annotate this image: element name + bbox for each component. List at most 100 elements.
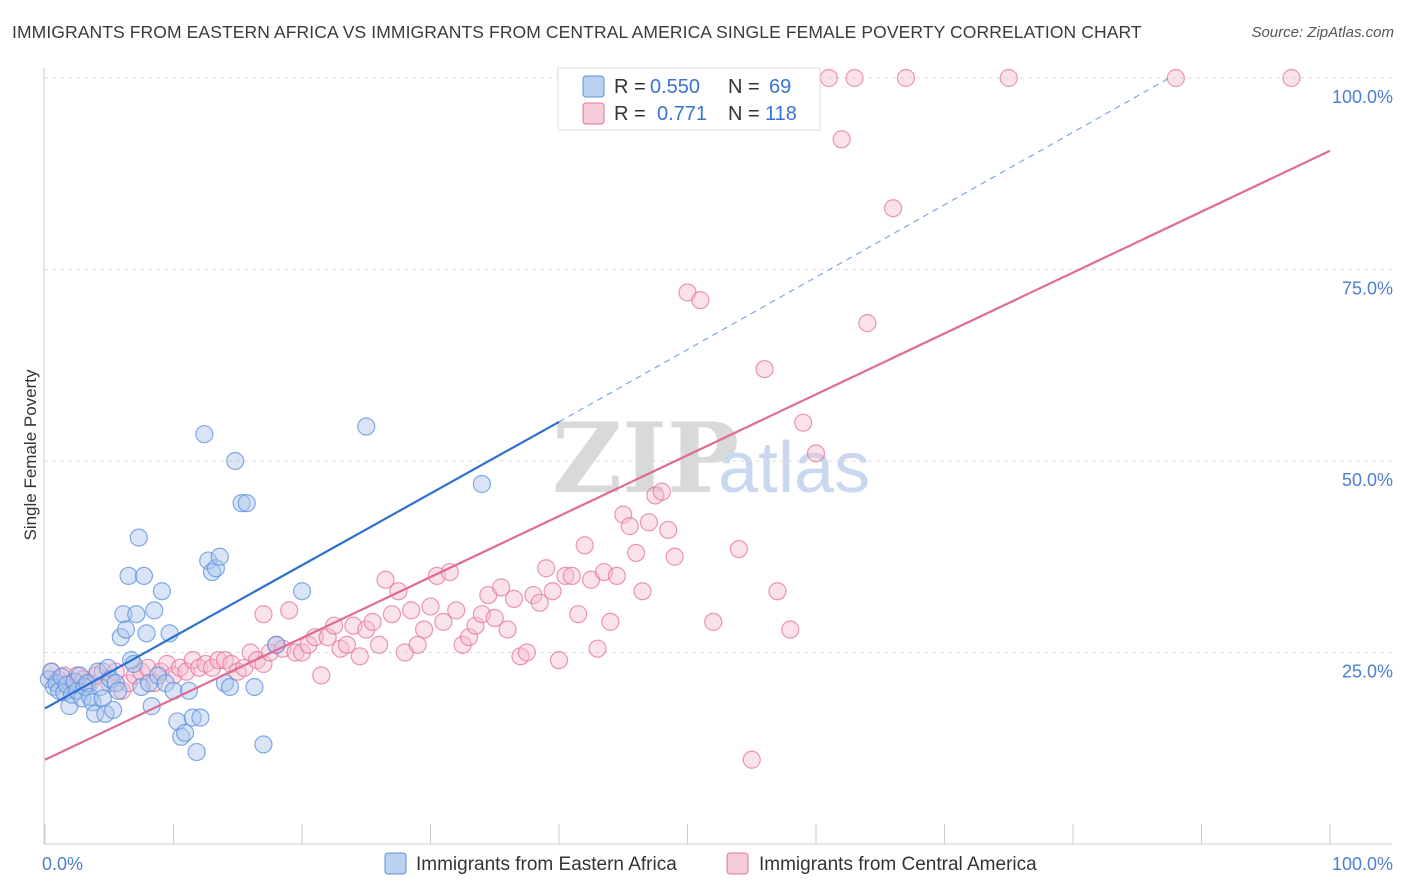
point-central-america [414, 620, 434, 639]
point-eastern-africa [145, 601, 164, 620]
point-central-america [459, 628, 479, 647]
point-central-america [492, 578, 511, 597]
grid [44, 77, 1392, 653]
point-central-america [626, 543, 646, 563]
point-central-america [254, 605, 273, 624]
point-eastern-africa [116, 620, 136, 639]
point-central-america [408, 635, 427, 654]
point-eastern-africa [109, 681, 128, 700]
point-eastern-africa [137, 624, 156, 643]
bottom-legend-label-central-america: Immigrants from Central America [759, 854, 1037, 875]
bottom-legend-label-eastern-africa: Immigrants from Eastern Africa [416, 854, 677, 875]
point-central-america [1166, 68, 1185, 88]
point-eastern-africa [175, 723, 195, 743]
axes [43, 68, 1392, 845]
point-central-america [845, 68, 864, 88]
point-central-america [639, 513, 659, 532]
point-eastern-africa [70, 666, 89, 685]
trend-line-eastern-africa [44, 420, 560, 710]
legend-r-label: R = [614, 103, 646, 125]
x-tick-label: 0.0% [42, 854, 83, 874]
point-central-america [447, 601, 466, 620]
point-central-america [382, 605, 402, 624]
point-central-america [607, 566, 626, 586]
bottom-legend-swatch-blue [384, 852, 407, 875]
point-eastern-africa [254, 735, 273, 754]
y-tick-label: 50.0% [1342, 470, 1393, 490]
point-eastern-africa [127, 605, 146, 624]
point-eastern-africa [199, 551, 218, 570]
point-central-america [337, 635, 357, 654]
legend-swatch-blue [582, 75, 605, 98]
point-central-america [691, 291, 710, 310]
point-eastern-africa [134, 566, 154, 586]
point-eastern-africa [93, 689, 112, 708]
y-tick-label: 100.0% [1332, 87, 1393, 107]
point-central-america [498, 620, 517, 639]
point-central-america [781, 620, 800, 639]
legend-n-value: 69 [769, 76, 791, 98]
point-eastern-africa [472, 474, 491, 494]
legend-n-value: 118 [765, 103, 797, 125]
watermark-zip: ZIP [552, 402, 739, 515]
point-eastern-africa [156, 674, 175, 693]
point-eastern-africa [119, 566, 138, 586]
point-central-america [755, 359, 774, 379]
point-eastern-africa [220, 677, 240, 697]
point-central-america [537, 559, 556, 578]
point-eastern-africa [357, 417, 376, 436]
point-central-america [620, 517, 639, 536]
x-tick-label: 100.0% [1332, 854, 1393, 874]
legend-n-label: N = [728, 103, 760, 125]
point-central-america [370, 635, 389, 654]
legend-n-label: N = [728, 76, 760, 98]
point-central-america [1282, 68, 1301, 88]
point-eastern-africa [226, 451, 245, 471]
point-eastern-africa [104, 700, 123, 720]
point-central-america [318, 628, 337, 647]
point-central-america [858, 314, 877, 333]
point-eastern-africa [245, 677, 264, 697]
point-central-america [402, 601, 421, 620]
watermark: ZIP atlas [552, 402, 870, 515]
point-central-america [562, 566, 581, 586]
point-eastern-africa [129, 528, 148, 547]
point-eastern-africa [183, 708, 202, 727]
point-eastern-africa [195, 425, 214, 444]
point-central-america [652, 482, 671, 501]
point-central-america [999, 68, 1018, 88]
y-tick-label: 75.0% [1342, 279, 1393, 299]
point-central-america [485, 608, 504, 628]
trend-lines [44, 77, 1331, 761]
data-points [39, 68, 1301, 769]
point-central-america [768, 582, 787, 601]
point-central-america [504, 589, 524, 608]
bottom-legend-swatch-pink [726, 852, 749, 875]
point-eastern-africa [232, 494, 251, 513]
point-central-america [376, 570, 395, 589]
point-central-america [363, 612, 382, 631]
point-central-america [729, 539, 749, 559]
legend-r-value: 0.771 [657, 103, 707, 125]
point-eastern-africa [152, 582, 172, 601]
point-central-america [530, 593, 549, 612]
point-central-america [312, 666, 331, 685]
chart-title: IMMIGRANTS FROM EASTERN AFRICA VS IMMIGR… [12, 22, 1142, 42]
point-central-america [549, 651, 569, 670]
point-central-america [421, 597, 440, 616]
point-central-america [659, 520, 678, 540]
x-tick-labels: 0.0% 100.0% [42, 854, 1393, 874]
point-central-america [280, 601, 299, 620]
point-eastern-africa [114, 605, 133, 624]
point-eastern-africa [237, 494, 256, 513]
point-central-america [543, 582, 562, 601]
trend-line-eastern-africa-extension [558, 77, 1170, 423]
point-central-america [466, 616, 485, 635]
bottom-legend: Immigrants from Eastern Africa Immigrant… [384, 852, 1037, 875]
point-central-america [569, 605, 588, 624]
point-central-america [434, 612, 453, 631]
legend-r-label: R = [614, 76, 646, 98]
point-central-america [883, 199, 903, 218]
point-central-america [819, 68, 838, 88]
